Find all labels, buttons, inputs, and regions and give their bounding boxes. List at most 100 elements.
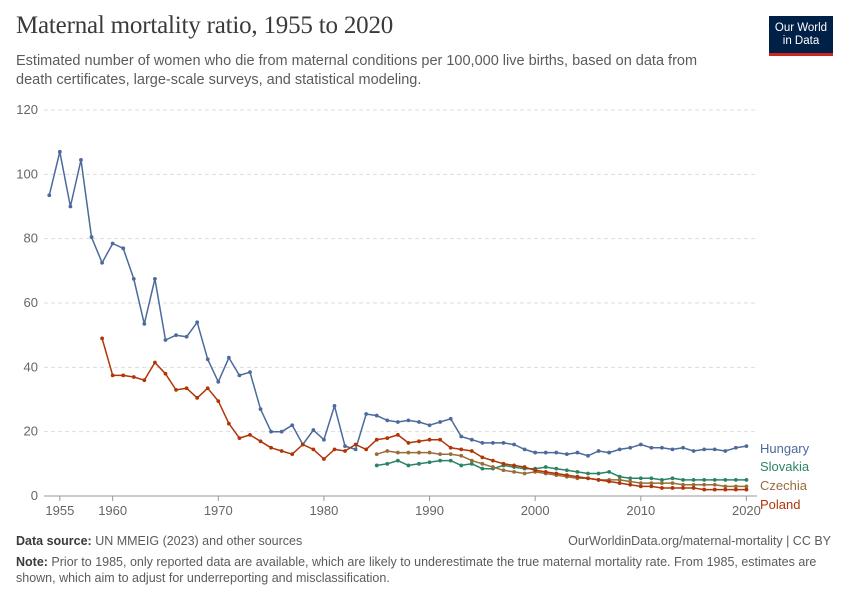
data-point-poland [702, 487, 707, 492]
data-point-poland [712, 487, 717, 492]
x-tick-label: 1955 [45, 503, 74, 518]
data-point-hungary [153, 276, 157, 281]
data-point-poland [480, 455, 485, 460]
data-point-hungary [564, 452, 569, 457]
data-point-poland [723, 487, 728, 492]
data-point-poland [522, 465, 527, 469]
data-point-slovakia [459, 463, 464, 468]
x-tick-label: 1980 [309, 503, 338, 518]
data-point-hungary [427, 423, 432, 428]
series-line-poland [101, 338, 747, 491]
data-point-poland [343, 449, 347, 453]
data-point-slovakia [712, 478, 717, 482]
data-point-hungary [269, 429, 274, 434]
data-point-hungary [469, 437, 474, 442]
data-point-poland [628, 482, 633, 487]
data-source: Data source: UN MMEIG (2023) and other s… [16, 534, 302, 548]
data-point-poland [744, 487, 749, 492]
data-point-poland [564, 473, 569, 477]
y-tick-label: 80 [24, 231, 38, 246]
data-point-hungary [522, 447, 527, 452]
data-point-poland [586, 476, 590, 481]
owid-logo[interactable]: Our World in Data [769, 16, 833, 56]
data-point-hungary [628, 445, 633, 450]
data-point-hungary [395, 420, 400, 424]
chart-note: Note: Prior to 1985, only reported data … [16, 554, 831, 586]
data-point-hungary [702, 447, 707, 452]
note-label: Note: [16, 555, 48, 569]
data-point-poland [427, 437, 432, 442]
data-point-poland [596, 478, 601, 482]
data-point-czechia [691, 482, 696, 487]
data-point-hungary [660, 445, 664, 450]
data-point-poland [279, 449, 284, 453]
data-point-hungary [406, 418, 411, 423]
data-point-hungary [364, 412, 369, 416]
data-point-slovakia [448, 458, 453, 463]
data-point-czechia [512, 469, 516, 474]
data-point-czechia [723, 484, 728, 489]
data-point-hungary [554, 450, 559, 455]
data-point-hungary [417, 420, 421, 424]
data-point-slovakia [649, 476, 654, 481]
series-line-hungary [48, 151, 747, 457]
data-point-slovakia [638, 476, 643, 481]
data-point-hungary [607, 450, 612, 455]
logo-line-1: Our World [774, 21, 828, 34]
data-point-czechia [459, 453, 464, 458]
data-point-slovakia [628, 476, 633, 481]
data-point-slovakia [733, 478, 738, 482]
data-point-poland [438, 437, 443, 442]
data-point-slovakia [554, 466, 559, 471]
data-point-hungary [237, 373, 242, 378]
data-point-slovakia [723, 478, 728, 482]
data-point-slovakia [607, 469, 612, 474]
data-point-czechia [660, 481, 664, 486]
y-tick-label: 40 [24, 359, 38, 374]
data-point-hungary [712, 447, 717, 452]
data-point-poland [554, 471, 559, 476]
data-point-czechia [395, 450, 400, 455]
data-point-czechia [438, 452, 443, 457]
data-point-slovakia [744, 478, 749, 482]
data-point-poland [290, 452, 295, 457]
data-point-czechia [522, 471, 527, 476]
data-point-czechia [681, 482, 685, 487]
y-tick-label: 20 [24, 424, 38, 439]
data-point-poland [100, 336, 104, 341]
data-point-czechia [744, 484, 749, 489]
data-point-hungary [184, 334, 189, 339]
data-point-poland [131, 375, 136, 379]
data-point-hungary [501, 441, 506, 445]
data-point-hungary [100, 260, 104, 265]
data-point-hungary [332, 404, 337, 408]
data-point-hungary [163, 338, 168, 342]
data-point-czechia [374, 452, 379, 457]
y-tick-label: 0 [31, 488, 38, 503]
data-point-slovakia [681, 478, 685, 482]
chart-title: Maternal mortality ratio, 1955 to 2020 [16, 12, 394, 39]
data-point-hungary [322, 437, 326, 442]
data-point-czechia [417, 450, 421, 455]
data-point-czechia [501, 468, 506, 473]
data-point-slovakia [385, 461, 390, 466]
data-point-poland [733, 487, 738, 492]
data-point-czechia [427, 450, 432, 455]
data-point-poland [153, 360, 157, 365]
data-point-hungary [723, 449, 728, 453]
data-point-hungary [596, 449, 601, 453]
source-url-link[interactable]: OurWorldinData.org/maternal-mortality | … [568, 534, 831, 548]
data-point-czechia [491, 465, 495, 469]
data-point-slovakia [691, 478, 696, 482]
data-point-hungary [744, 444, 749, 449]
data-point-hungary [586, 453, 590, 458]
data-point-hungary [290, 423, 295, 428]
data-point-hungary [480, 441, 485, 445]
data-point-hungary [543, 450, 548, 455]
data-point-poland [142, 378, 147, 383]
data-point-hungary [438, 420, 443, 424]
data-point-poland [269, 445, 274, 450]
data-point-poland [491, 458, 495, 463]
data-point-hungary [89, 235, 94, 239]
data-point-slovakia [596, 471, 601, 476]
